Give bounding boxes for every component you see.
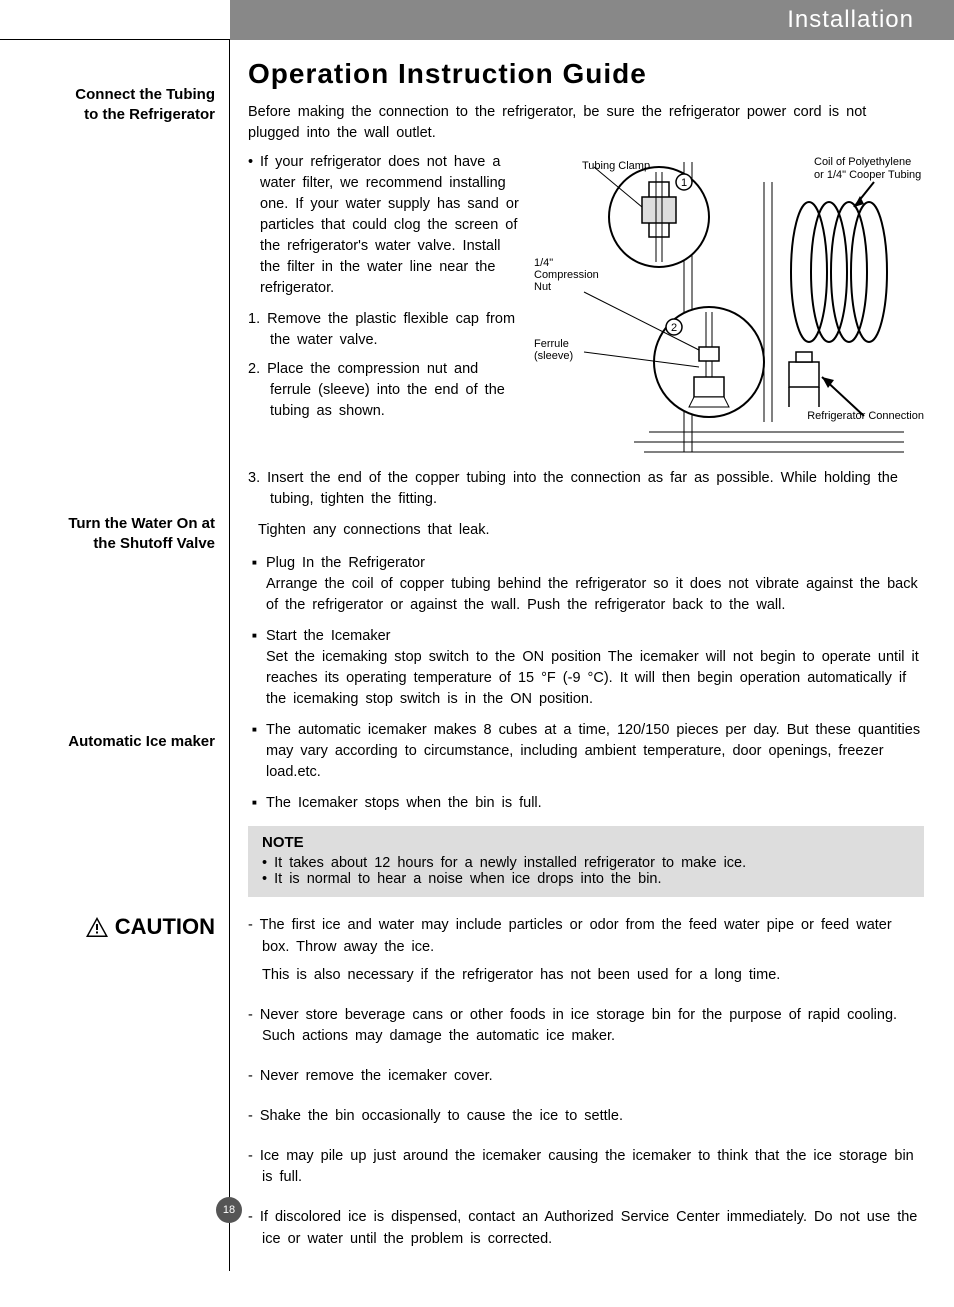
- caution-5: - Ice may pile up just around the icemak…: [248, 1146, 924, 1190]
- side-turn-1: Turn the Water On at: [0, 514, 215, 534]
- auto-2: The Icemaker stops when the bin is full.: [266, 793, 924, 814]
- page-title: Operation Instruction Guide: [248, 58, 924, 90]
- sidebar: Connect the Tubing to the Refrigerator T…: [0, 40, 230, 1271]
- note-title: NOTE: [262, 834, 910, 851]
- note-line-2: • It is normal to hear a noise when ice …: [262, 871, 910, 887]
- auto-1: The automatic icemaker makes 8 cubes at …: [266, 720, 924, 783]
- fig-nut-2: Compression: [534, 269, 599, 282]
- caution-1b: This is also necessary if the refrigerat…: [248, 965, 924, 987]
- warning-icon: [85, 916, 109, 938]
- fig-coil: Coil of Polyethylene or 1/4" Cooper Tubi…: [814, 156, 924, 181]
- fig-num-1: 1: [681, 177, 687, 189]
- fig-tubing-clamp: Tubing Clamp: [582, 160, 650, 173]
- tighten-text: Tighten any connections that leak.: [248, 520, 924, 541]
- section-title: Installation: [230, 0, 954, 40]
- fig-ferrule-1: Ferrule: [534, 338, 569, 351]
- side-connect-2: to the Refrigerator: [0, 105, 215, 125]
- header-spacer: [0, 0, 230, 40]
- caution-text: CAUTION: [115, 914, 215, 940]
- side-connect-1: Connect the Tubing: [0, 85, 215, 105]
- fig-ferrule-2: (sleeve): [534, 350, 573, 363]
- page-number: 18: [216, 1197, 242, 1223]
- start-body: Set the icemaking stop switch to the ON …: [266, 647, 924, 710]
- caution-4: - Shake the bin occasionally to cause th…: [248, 1106, 924, 1128]
- side-auto: Automatic Ice maker: [0, 732, 215, 752]
- caution-6: - If discolored ice is dispensed, contac…: [248, 1207, 924, 1251]
- caution-1: - The first ice and water may include pa…: [248, 915, 924, 959]
- caution-3: - Never remove the icemaker cover.: [248, 1066, 924, 1088]
- caution-list: - The first ice and water may include pa…: [248, 915, 924, 1250]
- plug-title: Plug In the Refrigerator: [266, 553, 924, 574]
- note-line-1: • It takes about 12 hours for a newly in…: [262, 855, 910, 871]
- fig-nut-1: 1/4": [534, 257, 553, 270]
- header-bar: Installation: [0, 0, 954, 40]
- step-1: 1. Remove the plastic flexible cap from …: [248, 309, 524, 351]
- side-turn-2: the Shutoff Valve: [0, 534, 215, 554]
- main-content: Operation Instruction Guide Before makin…: [230, 40, 954, 1271]
- step-2: 2. Place the compression nut and ferrule…: [248, 359, 524, 422]
- diagram: 1 2: [534, 152, 924, 472]
- fig-refr-conn: Refrigerator Connection: [807, 410, 924, 423]
- filter-para: If your refrigerator does not have a wat…: [248, 152, 524, 299]
- intro-text: Before making the connection to the refr…: [248, 102, 924, 144]
- step-3: 3. Insert the end of the copper tubing i…: [248, 468, 924, 510]
- fig-nut-3: Nut: [534, 281, 551, 294]
- caution-2: - Never store beverage cans or other foo…: [248, 1005, 924, 1049]
- caution-label: CAUTION: [0, 914, 215, 940]
- start-title: Start the Icemaker: [266, 626, 924, 647]
- plug-body: Arrange the coil of copper tubing behind…: [266, 574, 924, 616]
- note-box: NOTE • It takes about 12 hours for a new…: [248, 826, 924, 897]
- fig-num-2: 2: [671, 322, 677, 334]
